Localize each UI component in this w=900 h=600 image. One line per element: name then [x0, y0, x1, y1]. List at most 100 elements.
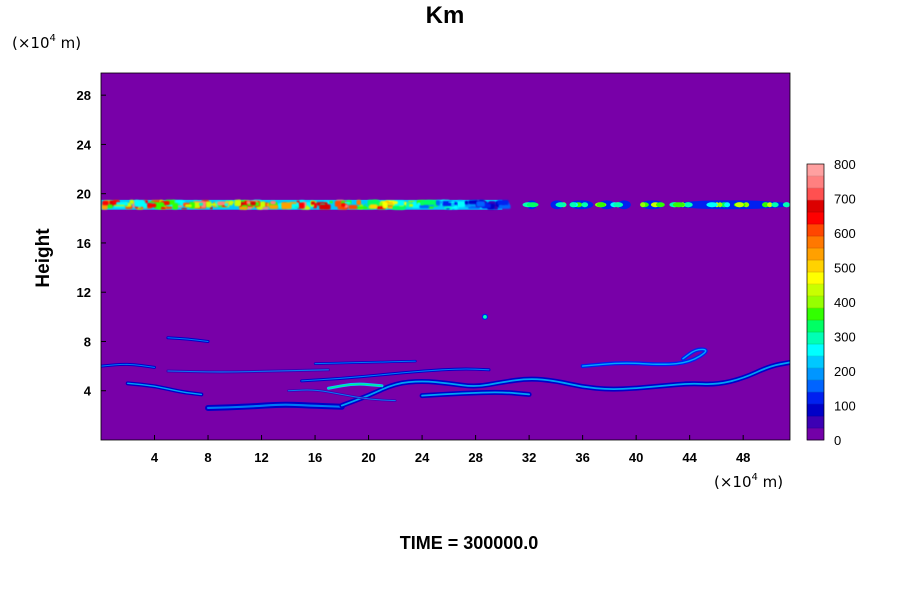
- upper-layer-cell: [234, 199, 241, 207]
- upper-layer-cell: [435, 200, 441, 206]
- colorbar-swatch: [807, 320, 824, 333]
- lower-filament-core: [167, 337, 209, 343]
- upper-layer-cell: [209, 206, 213, 210]
- colorbar-tick-label: 400: [834, 295, 856, 310]
- upper-layer-cell: [270, 200, 276, 205]
- upper-layer-cell: [428, 204, 435, 207]
- upper-layer-patch-core: [724, 202, 731, 208]
- x-tick-label: 4: [151, 450, 159, 465]
- upper-layer-cell: [154, 202, 165, 209]
- upper-layer-cell: [367, 199, 380, 206]
- colorbar-swatch: [807, 176, 824, 189]
- colorbar-swatches: [807, 164, 824, 441]
- lower-filament-core: [301, 368, 490, 382]
- y-tick-label: 8: [84, 334, 91, 349]
- upper-layer-cell: [148, 201, 155, 203]
- upper-layer-patch-core: [717, 202, 723, 208]
- colorbar-swatch: [807, 332, 824, 345]
- colorbar-tick-label: 700: [834, 192, 856, 207]
- upper-layer-cell: [305, 205, 309, 210]
- upper-layer-cell: [476, 201, 485, 207]
- colorbar-tick-label: 500: [834, 261, 856, 276]
- x-tick-label: 20: [361, 450, 375, 465]
- colorbar-ticks: 0 100 200 300 400 500 600 700 800: [834, 157, 856, 448]
- upper-layer-cell: [174, 200, 186, 203]
- colorbar-swatch: [807, 404, 824, 417]
- colorbar-swatch: [807, 188, 824, 201]
- x-axis-ticks: 4 8 12 16 20 24 28 32 36 40 44 48: [151, 435, 750, 465]
- upper-layer-cell: [468, 200, 478, 205]
- plot-background: [101, 73, 790, 440]
- upper-layer-cell: [392, 205, 404, 210]
- upper-layer-cell: [147, 203, 157, 208]
- upper-layer-cell: [497, 199, 509, 205]
- x-tick-label: 8: [204, 450, 211, 465]
- upper-layer-cell: [387, 206, 393, 209]
- upper-layer-patch-core: [683, 202, 693, 208]
- upper-layer-cell: [355, 206, 368, 210]
- upper-layer-cell: [193, 202, 201, 209]
- upper-layer-patch-core: [581, 202, 589, 208]
- colorbar-tick-label: 800: [834, 157, 856, 172]
- upper-layer-cell: [238, 206, 248, 210]
- y-tick-label: 20: [77, 187, 91, 202]
- upper-layer-patch-core: [762, 202, 770, 208]
- upper-layer-cell: [281, 202, 292, 210]
- colorbar-swatch: [807, 416, 824, 429]
- upper-layer-cell: [498, 204, 511, 209]
- upper-layer-cell: [319, 204, 331, 210]
- upper-layer-patch-core: [767, 202, 773, 208]
- x-tick-label: 36: [575, 450, 589, 465]
- colorbar-tick-label: 200: [834, 364, 856, 379]
- colorbar-tick-label: 100: [834, 399, 856, 414]
- upper-layer-cell: [448, 201, 455, 203]
- upper-layer-cell: [269, 205, 279, 209]
- colorbar-swatch: [807, 200, 824, 213]
- colorbar-swatch: [807, 164, 824, 177]
- upper-layer-cell: [310, 201, 316, 205]
- x-tick-label: 40: [629, 450, 643, 465]
- colorbar-swatch: [807, 380, 824, 393]
- lower-filament-core: [314, 360, 416, 365]
- upper-layer-cell: [294, 206, 300, 208]
- upper-layer-cell: [102, 200, 109, 206]
- upper-layer-cell: [348, 204, 358, 210]
- upper-layer-cell: [344, 204, 349, 208]
- upper-layer-patch-core: [706, 202, 718, 208]
- lower-filament-core: [287, 389, 396, 402]
- plot-frame: [100, 72, 791, 441]
- upper-layer-cell: [356, 199, 362, 206]
- y-tick-label: 28: [77, 88, 91, 103]
- lower-filament-core: [327, 383, 383, 389]
- colorbar-swatch: [807, 284, 824, 297]
- upper-layer-cell: [172, 203, 179, 210]
- upper-layer-cell: [392, 201, 398, 205]
- colorbar-swatch: [807, 356, 824, 369]
- upper-layer-cell: [382, 202, 388, 209]
- colorbar-tick-label: 0: [834, 433, 841, 448]
- colorbar-swatch: [807, 308, 824, 321]
- upper-layer-cell: [278, 204, 282, 209]
- upper-layer-cell: [419, 204, 430, 209]
- upper-layer-cell: [250, 201, 256, 206]
- colorbar-frame: [806, 163, 825, 441]
- upper-layer-patch-core: [782, 202, 790, 208]
- x-tick-label: 48: [736, 450, 750, 465]
- upper-layer-cell: [205, 201, 212, 208]
- upper-layer-cell: [129, 199, 134, 204]
- upper-layer-cell: [177, 205, 183, 208]
- upper-layer-cell: [229, 200, 235, 204]
- y-axis-label: Height: [33, 228, 54, 288]
- colorbar-swatch: [807, 392, 824, 405]
- lower-filament-core: [101, 363, 156, 368]
- upper-layer-cell: [217, 201, 226, 206]
- colorbar-swatch: [807, 368, 824, 381]
- upper-layer-cell: [160, 206, 166, 210]
- upper-layer-cell: [134, 200, 146, 207]
- upper-layer-patch-core: [555, 202, 567, 208]
- lower-filament-core: [167, 369, 329, 373]
- upper-layer-patch-core: [656, 202, 665, 208]
- lower-filament-core: [421, 391, 530, 397]
- lower-filament-core: [127, 382, 203, 396]
- colorbar: 0 100 200 300 400 500 600 700 800: [806, 157, 856, 448]
